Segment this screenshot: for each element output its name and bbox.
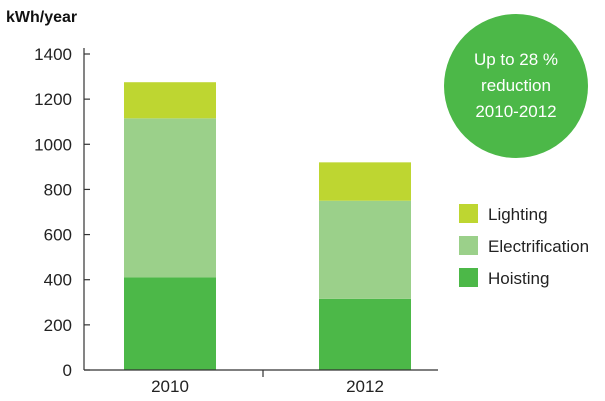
y-axis: 0 200 400 600 800 1000 1200 1400 [34, 45, 90, 380]
bar-hoisting-2010 [124, 277, 216, 370]
y-tick-label: 200 [44, 316, 72, 335]
bar-hoisting-2012 [319, 298, 411, 370]
legend-swatch-electrification [459, 236, 478, 255]
bar-lighting-2010 [124, 82, 216, 119]
legend: Lighting Electrification Hoisting [459, 204, 589, 288]
y-tick-label: 1000 [34, 135, 72, 154]
badge-circle [444, 14, 588, 158]
bar-electrification-2012 [319, 200, 411, 299]
y-axis-label: kWh/year [6, 9, 77, 26]
x-axis: 2010 2012 [84, 369, 438, 396]
x-tick-label: 2010 [151, 377, 189, 396]
badge-line-1: Up to 28 % [474, 50, 558, 69]
legend-swatch-hoisting [459, 268, 478, 287]
legend-swatch-lighting [459, 204, 478, 223]
y-tick-label: 1200 [34, 90, 72, 109]
y-tick-label: 0 [63, 361, 72, 380]
legend-label-electrification: Electrification [488, 237, 589, 256]
bars [124, 82, 411, 370]
y-tick-label: 600 [44, 226, 72, 245]
legend-label-lighting: Lighting [488, 205, 548, 224]
y-tick-label: 400 [44, 271, 72, 290]
reduction-badge: Up to 28 % reduction 2010-2012 [444, 14, 588, 158]
badge-line-3: 2010-2012 [475, 102, 556, 121]
bar-lighting-2012 [319, 162, 411, 201]
bar-electrification-2010 [124, 118, 216, 278]
badge-line-2: reduction [481, 76, 551, 95]
y-tick-label: 800 [44, 180, 72, 199]
x-tick-label: 2012 [346, 377, 384, 396]
legend-label-hoisting: Hoisting [488, 269, 549, 288]
y-tick-label: 1400 [34, 45, 72, 64]
